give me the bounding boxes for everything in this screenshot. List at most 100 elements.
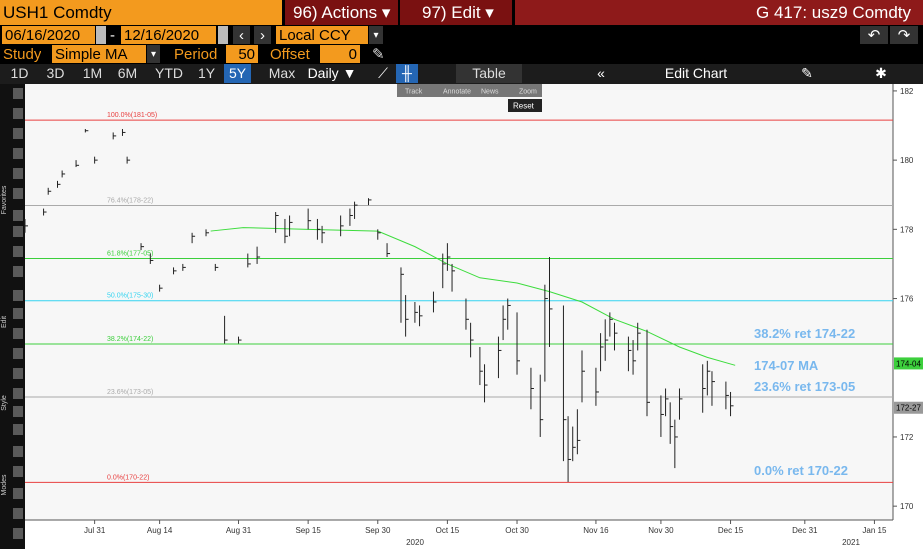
tool-icon[interactable] — [13, 88, 23, 99]
annotation: 23.6% ret 173-05 — [754, 379, 855, 394]
moving-average — [210, 227, 736, 366]
period-label: Period — [174, 46, 218, 63]
year-label: 2021 — [842, 538, 860, 547]
actions-menu[interactable]: 96) Actions ▾ — [285, 0, 398, 25]
dropdown[interactable]: ▾ — [147, 45, 160, 63]
tool-icon[interactable] — [13, 328, 23, 339]
tool-icon[interactable] — [13, 210, 23, 221]
fib-label: 23.6%(173-05) — [107, 389, 153, 396]
y-axis-area — [893, 84, 923, 549]
annotation: 0.0% ret 170-22 — [754, 463, 848, 478]
end-date[interactable]: 12/16/2020 — [121, 26, 216, 44]
study-label: Study — [3, 46, 42, 63]
price-tag-label: 174-04 — [896, 359, 921, 368]
tool-icon[interactable] — [13, 108, 23, 119]
currency-select[interactable]: Local CCY — [276, 26, 368, 44]
x-tick-label: Nov 16 — [583, 526, 609, 535]
fib-label: 61.8%(177-05) — [107, 251, 153, 258]
y-tick-label: 172 — [900, 433, 914, 442]
x-tick-label: Oct 30 — [505, 526, 529, 535]
table-button[interactable]: Table — [456, 64, 522, 83]
annotation: 38.2% ret 174-22 — [754, 326, 855, 341]
line-icon[interactable]: ⟋ — [378, 65, 388, 81]
fib-label: 100.0%(181-05) — [107, 112, 157, 119]
date-separator: - — [110, 27, 115, 44]
tool-icon[interactable] — [13, 246, 23, 257]
x-tick-label: Oct 15 — [436, 526, 460, 535]
period-input[interactable]: 50 — [226, 45, 258, 63]
fib-label: 76.4%(178-22) — [107, 198, 153, 205]
floating-tool[interactable]: News — [481, 89, 499, 96]
tool-icon[interactable] — [13, 148, 23, 159]
tool-icon[interactable] — [13, 388, 23, 399]
pen-icon[interactable]: ✎ — [372, 46, 385, 63]
floating-toolbar — [397, 84, 542, 97]
x-tick-label: Jan 15 — [862, 526, 887, 535]
tool-icon[interactable] — [13, 168, 23, 179]
fib-label: 38.2%(174-22) — [107, 336, 153, 343]
x-tick-label: Jul 31 — [84, 526, 106, 535]
range-button[interactable]: 5Y — [224, 64, 251, 83]
range-button[interactable]: YTD — [155, 65, 183, 81]
side-label: Edit — [1, 316, 8, 328]
dropdown[interactable]: ▾ — [369, 26, 383, 44]
tool-icon[interactable] — [13, 188, 23, 199]
side-label: Favorites — [1, 185, 8, 214]
redo-button[interactable]: ↷ — [890, 26, 918, 44]
tool-icon[interactable] — [13, 406, 23, 417]
edit-chart-button[interactable]: Edit Chart — [664, 65, 728, 81]
year-label: 2020 — [406, 538, 424, 547]
start-date[interactable]: 06/16/2020 — [2, 26, 95, 44]
y-tick-label: 170 — [900, 502, 914, 511]
offset-input[interactable]: 0 — [320, 45, 360, 63]
x-tick-label: Dec 15 — [718, 526, 744, 535]
reset-button[interactable] — [508, 99, 542, 112]
range-button[interactable]: 6M — [117, 65, 138, 81]
range-button[interactable]: 1M — [82, 65, 103, 81]
tool-icon[interactable] — [13, 488, 23, 499]
calendar-icon[interactable] — [96, 26, 106, 44]
edit-icon[interactable]: ✎ — [801, 65, 813, 81]
bar-icon[interactable]: ╫ — [396, 64, 418, 83]
price-tag-label: 172-27 — [896, 404, 921, 413]
edit-menu[interactable]: 97) Edit ▾ — [400, 0, 512, 25]
settings-icon[interactable]: ✱ — [875, 65, 887, 81]
floating-tool[interactable]: Zoom — [519, 89, 537, 96]
security-input[interactable]: USH1 Comdty — [0, 0, 282, 25]
tool-icon[interactable] — [13, 308, 23, 319]
tool-icon[interactable] — [13, 528, 23, 539]
y-tick-label: 178 — [900, 225, 914, 234]
tool-icon[interactable] — [13, 266, 23, 277]
tool-icon[interactable] — [13, 226, 23, 237]
range-button[interactable]: 1Y — [197, 65, 216, 81]
side-label: Style — [1, 395, 8, 411]
x-tick-label: Dec 31 — [792, 526, 818, 535]
tool-icon[interactable] — [13, 508, 23, 519]
prev-button[interactable]: ‹ — [233, 26, 250, 44]
tool-icon[interactable] — [13, 290, 23, 301]
range-button[interactable]: 3D — [46, 65, 65, 81]
next-button[interactable]: › — [254, 26, 271, 44]
reset-label[interactable]: Reset — [513, 102, 535, 111]
frequency-select[interactable]: Daily ▼ — [307, 65, 357, 81]
y-tick-label: 176 — [900, 295, 914, 304]
annotation: 174-07 MA — [754, 358, 819, 373]
range-button[interactable]: 1D — [10, 65, 29, 81]
tool-icon[interactable] — [13, 446, 23, 457]
x-tick-label: Nov 30 — [648, 526, 674, 535]
tool-icon[interactable] — [13, 128, 23, 139]
offset-label: Offset — [270, 46, 310, 63]
calendar-icon[interactable] — [218, 26, 228, 44]
tool-icon[interactable] — [13, 466, 23, 477]
tool-icon[interactable] — [13, 348, 23, 359]
tool-icon[interactable] — [13, 368, 23, 379]
floating-tool[interactable]: Annotate — [443, 89, 471, 96]
floating-tool[interactable]: Track — [405, 89, 423, 96]
tool-icon[interactable] — [13, 424, 23, 435]
collapse-button[interactable]: « — [597, 65, 605, 81]
x-axis-area — [25, 520, 893, 549]
undo-button[interactable]: ↶ — [860, 26, 888, 44]
study-select[interactable]: Simple MA — [52, 45, 146, 63]
range-button[interactable]: Max — [268, 65, 296, 81]
